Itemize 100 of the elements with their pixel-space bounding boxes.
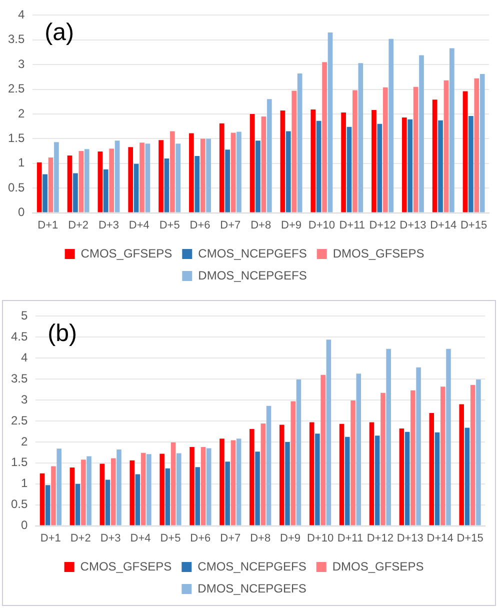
x-tick-label: D+14: [430, 219, 457, 232]
x-tick-label: D+1: [38, 219, 58, 232]
bar: [440, 386, 446, 526]
bar: [297, 73, 302, 212]
x-tick-label: D+10: [306, 532, 334, 544]
bar: [285, 442, 290, 526]
legend-label: DMOS_GFSEPS: [332, 246, 424, 260]
bar: [54, 142, 59, 212]
bar: [459, 404, 464, 526]
x-tick-label: D+2: [70, 532, 91, 544]
bar: [316, 120, 322, 212]
y-tick-label: 0.5: [10, 497, 28, 512]
bar: [464, 428, 470, 526]
bar: [109, 148, 114, 212]
bar: [145, 144, 150, 212]
y-tick-label: 5: [20, 308, 28, 323]
bar: [266, 406, 272, 526]
bar: [310, 110, 316, 212]
bar: [356, 374, 362, 526]
bar: [105, 480, 110, 526]
y-tick-label: 2.5: [10, 413, 28, 428]
bar: [146, 454, 152, 526]
bar: [100, 464, 105, 526]
bar: [236, 438, 242, 526]
y-tick-label: 2: [20, 434, 28, 448]
y-tick-label: 2.5: [8, 82, 25, 96]
x-tick-label: D+6: [190, 219, 210, 232]
bar: [480, 74, 485, 212]
bar: [170, 131, 175, 212]
bar: [189, 133, 194, 212]
bar: [320, 374, 326, 526]
y-tick-label: 0: [18, 205, 25, 220]
bar: [416, 367, 421, 526]
x-tick-label: D+12: [369, 219, 396, 232]
bar: [158, 140, 164, 212]
bar: [382, 87, 388, 212]
bar: [45, 485, 50, 526]
bar: [468, 116, 474, 212]
bar: [165, 468, 170, 526]
x-tick-label: D+14: [426, 532, 454, 544]
bar: [380, 392, 386, 526]
x-tick-label: D+9: [280, 532, 301, 544]
x-tick-label: D+8: [250, 219, 272, 232]
bar: [326, 340, 332, 526]
y-tick-label: 4: [20, 350, 28, 364]
bar: [42, 174, 48, 212]
x-tick-label: D+11: [339, 219, 366, 232]
x-tick-label: D+1: [40, 532, 61, 544]
y-tick-label: 1: [20, 476, 28, 490]
x-tick-label: D+5: [160, 532, 181, 544]
bar: [377, 124, 382, 212]
x-tick-label: D+15: [456, 532, 484, 544]
legend-label: DMOS_NCEPGEFS: [198, 581, 306, 596]
bar: [279, 424, 284, 526]
bar: [372, 110, 376, 212]
bar: [200, 138, 206, 212]
bar: [358, 63, 364, 212]
y-tick-label: 4: [18, 8, 25, 22]
bar: [255, 452, 260, 526]
bar: [374, 436, 380, 526]
bar: [402, 117, 407, 212]
bar: [70, 468, 75, 526]
bar: [474, 78, 480, 212]
bar: [194, 156, 200, 212]
x-tick-label: D+10: [308, 219, 335, 232]
bar: [386, 348, 391, 526]
bar: [462, 91, 468, 212]
y-tick-label: 1.5: [10, 455, 28, 470]
bar: [292, 90, 297, 212]
legend-label: DMOS_NCEPGEFS: [198, 268, 307, 282]
bar: [51, 466, 56, 526]
bar: [476, 380, 481, 526]
bar: [176, 453, 182, 526]
bar: [328, 32, 333, 212]
y-tick-label: 0: [20, 518, 28, 532]
bar: [73, 173, 78, 212]
bar: [250, 428, 254, 526]
bar: [322, 62, 327, 212]
y-tick-label: 2: [18, 106, 25, 120]
legend-label: DMOS_GFSEPS: [332, 559, 424, 574]
bar: [140, 142, 144, 212]
bar: [75, 484, 80, 526]
bar: [236, 132, 242, 212]
bar: [134, 164, 139, 212]
bar: [140, 452, 146, 526]
bar: [176, 144, 181, 212]
bar: [256, 140, 260, 212]
bar: [81, 460, 86, 526]
x-tick-label: D+2: [68, 219, 89, 232]
bar: [315, 434, 320, 526]
legend-label: CMOS_NCEPGEFS: [198, 559, 306, 574]
x-tick-label: D+13: [396, 532, 424, 544]
x-tick-label: D+13: [400, 219, 426, 232]
bar: [128, 147, 134, 212]
y-tick-label: 1: [18, 156, 25, 170]
bar: [339, 424, 344, 526]
bar: [388, 38, 394, 212]
annotation: (a): [44, 18, 74, 46]
bar: [413, 86, 418, 212]
bar: [200, 446, 206, 526]
